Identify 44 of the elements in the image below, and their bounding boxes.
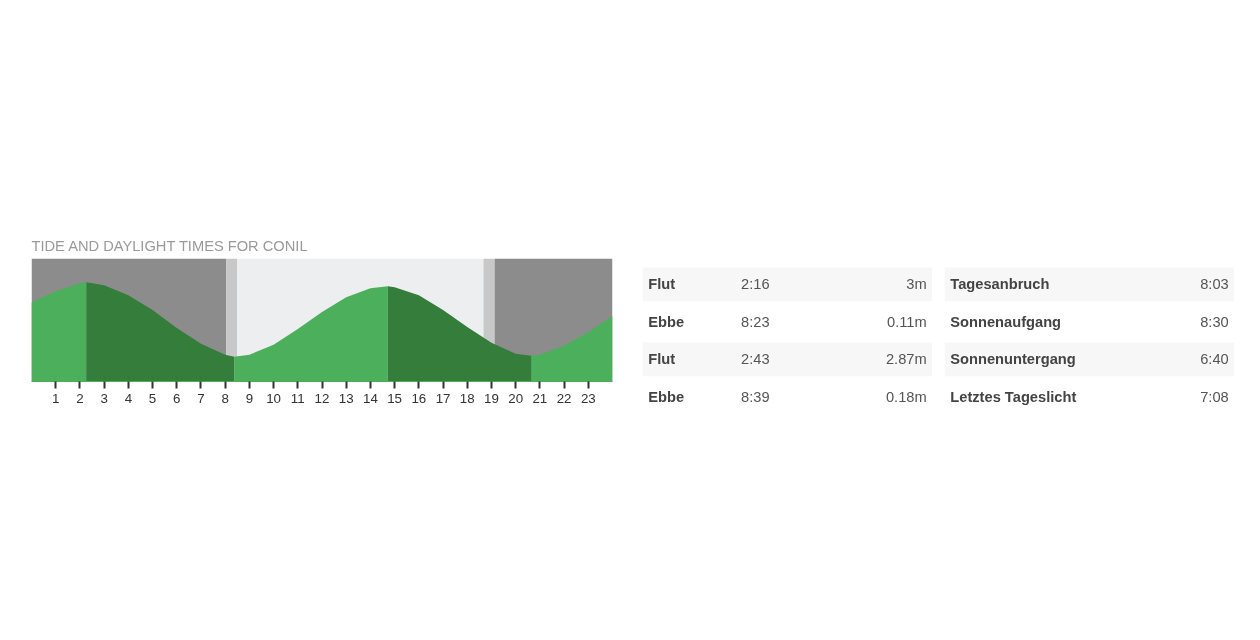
x-tick-label: 11 — [290, 390, 305, 406]
data-label: 2:16 — [741, 276, 770, 293]
data-label: 2:43 — [741, 351, 770, 368]
x-tick-label: 7 — [197, 390, 205, 406]
x-tick-label: 21 — [532, 390, 548, 406]
x-tick-label: 12 — [314, 390, 330, 406]
data-label: 8:23 — [741, 313, 770, 330]
x-tick-label: 16 — [411, 390, 427, 406]
x-tick-label: 6 — [173, 390, 181, 406]
x-tick-label: 20 — [508, 390, 524, 406]
x-tick-label: 1 — [52, 390, 60, 406]
category-label: Ebbe — [648, 388, 685, 405]
x-tick-label: 15 — [387, 390, 403, 406]
data-label: 8:39 — [741, 388, 770, 405]
category-label: Ebbe — [648, 313, 685, 330]
x-tick-label: 23 — [580, 390, 596, 406]
category-label: Flut — [648, 351, 676, 368]
x-tick-label: 3 — [100, 390, 108, 406]
x-tick-label: 17 — [435, 390, 451, 406]
x-tick-label: 13 — [338, 390, 354, 406]
data-label: 2.87m — [885, 351, 927, 368]
data-label: 7:08 — [1200, 388, 1229, 405]
x-tick-label: 18 — [459, 390, 475, 406]
category-label: Tagesanbruch — [950, 276, 1050, 293]
data-label: 3m — [906, 276, 927, 293]
category-label: Letztes Tageslicht — [950, 388, 1077, 405]
category-label: Sonnenaufgang — [950, 313, 1062, 330]
x-tick-label: 9 — [245, 390, 254, 406]
data-label: 8:30 — [1200, 313, 1229, 330]
chart-title: TIDE AND DAYLIGHT TIMES FOR CONIL — [31, 237, 308, 254]
x-tick-label: 10 — [266, 390, 281, 406]
category-label: Flut — [648, 276, 676, 293]
data-label: 8:03 — [1200, 276, 1229, 293]
x-tick-label: 2 — [76, 390, 84, 406]
category-label: Sonnenuntergang — [950, 351, 1076, 368]
x-tick-label: 8 — [221, 390, 229, 406]
data-label: 0.11m — [887, 313, 927, 330]
data-label: 6:40 — [1200, 351, 1229, 368]
x-tick-label: 22 — [556, 390, 572, 406]
x-tick-label: 19 — [484, 390, 499, 406]
x-tick-label: 5 — [148, 390, 157, 406]
x-tick-label: 4 — [124, 390, 133, 406]
x-tick-label: 14 — [363, 390, 379, 406]
data-label: 0.18m — [885, 388, 927, 405]
